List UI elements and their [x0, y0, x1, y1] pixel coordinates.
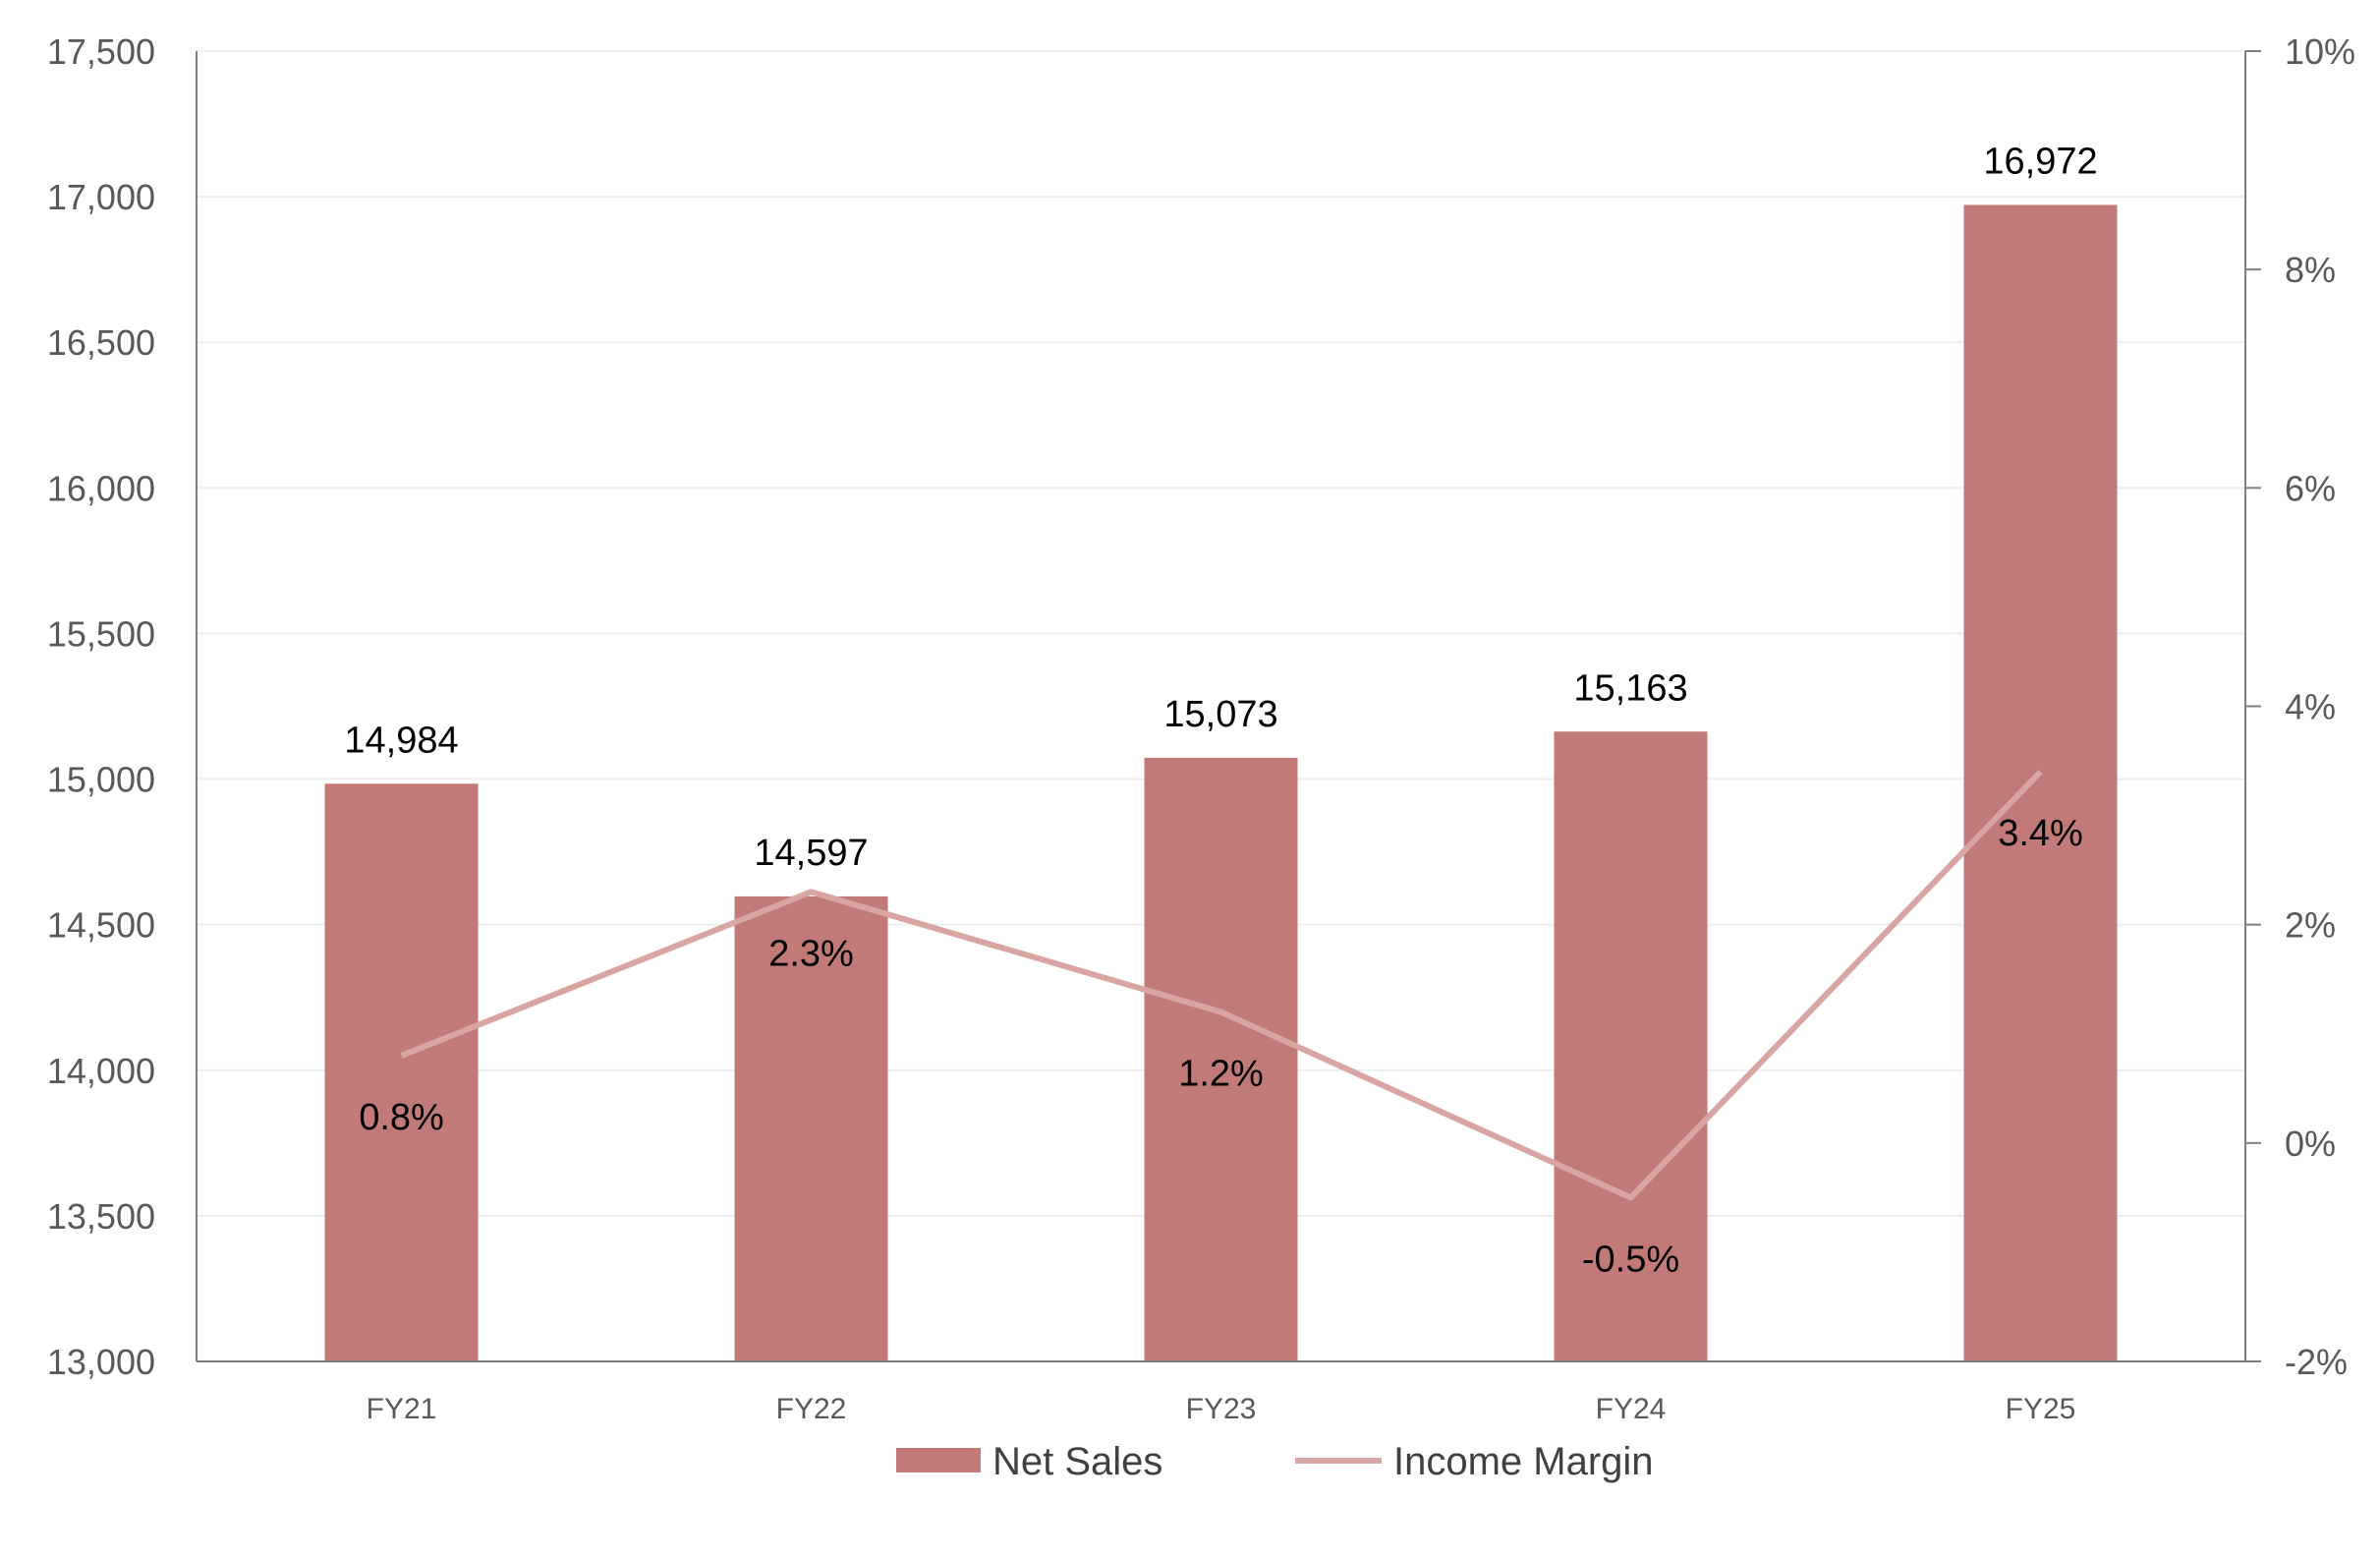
left-tick-label: 13,500 [47, 1196, 155, 1237]
income-margin-line [400, 770, 2043, 1201]
line-data-label: 0.8% [359, 1097, 444, 1138]
x-tick-label: FY23 [1186, 1393, 1257, 1425]
left-tick-label: 14,000 [47, 1051, 155, 1091]
income-margin-data-labels: 0.8% 2.3% 1.2% -0.5% 3.4% [359, 813, 2083, 1280]
left-tick-label: 17,500 [47, 31, 155, 72]
x-tick-label: FY25 [2006, 1393, 2076, 1425]
right-tick-label: -2% [2285, 1342, 2348, 1382]
left-tick-label: 17,000 [47, 177, 155, 217]
left-tick-label: 16,500 [47, 322, 155, 363]
net-sales-data-labels: 14,984 14,597 15,073 15,163 16,972 [344, 141, 2097, 874]
legend: Net Sales Income Margin [896, 1440, 1654, 1483]
bar-data-label: 14,984 [344, 720, 458, 761]
income-margin-polyline [400, 770, 2043, 1201]
x-tick-label: FY21 [367, 1393, 437, 1425]
line-data-label: -0.5% [1582, 1239, 1679, 1280]
bar-data-label: 14,597 [754, 833, 868, 874]
line-data-label: 2.3% [768, 933, 854, 974]
line-data-label: 1.2% [1178, 1054, 1264, 1095]
bar-fy22 [734, 895, 888, 1361]
bar-data-label: 15,163 [1573, 667, 1687, 709]
net-sales-bars [324, 204, 2118, 1362]
left-tick-label: 16,000 [47, 468, 155, 508]
bar-data-label: 16,972 [1983, 141, 2097, 182]
bar-fy25 [1963, 204, 2118, 1362]
legend-swatch-net-sales [896, 1448, 981, 1472]
bar-fy23 [1144, 757, 1298, 1361]
right-tick-label: 2% [2285, 905, 2336, 946]
right-tick-label: 0% [2285, 1124, 2336, 1164]
gridlines [197, 50, 2245, 1217]
x-axis-ticks: FY21 FY22 FY23 FY24 FY25 [367, 1393, 2076, 1425]
left-tick-label: 15,000 [47, 760, 155, 800]
left-tick-label: 13,000 [47, 1342, 155, 1382]
legend-label-net-sales: Net Sales [992, 1440, 1162, 1483]
x-tick-label: FY22 [776, 1393, 847, 1425]
x-tick-label: FY24 [1596, 1393, 1667, 1425]
bar-fy24 [1554, 731, 1708, 1361]
right-tick-label: 10% [2285, 31, 2355, 72]
left-axis-ticks: 13,000 13,500 14,000 14,500 15,000 15,500 16,0… [47, 31, 155, 1382]
right-tick-label: 8% [2285, 250, 2336, 290]
bar-fy21 [324, 783, 479, 1361]
bar-data-label: 15,073 [1163, 694, 1277, 735]
right-tick-label: 4% [2285, 687, 2336, 727]
right-axis-ticks: -2% 0% 2% 4% 6% 8% 10% [2245, 31, 2355, 1382]
left-tick-label: 14,500 [47, 905, 155, 946]
left-tick-label: 15,500 [47, 613, 155, 654]
right-tick-label: 6% [2285, 468, 2336, 508]
line-data-label: 3.4% [1998, 813, 2083, 854]
legend-label-income-margin: Income Margin [1393, 1440, 1654, 1483]
